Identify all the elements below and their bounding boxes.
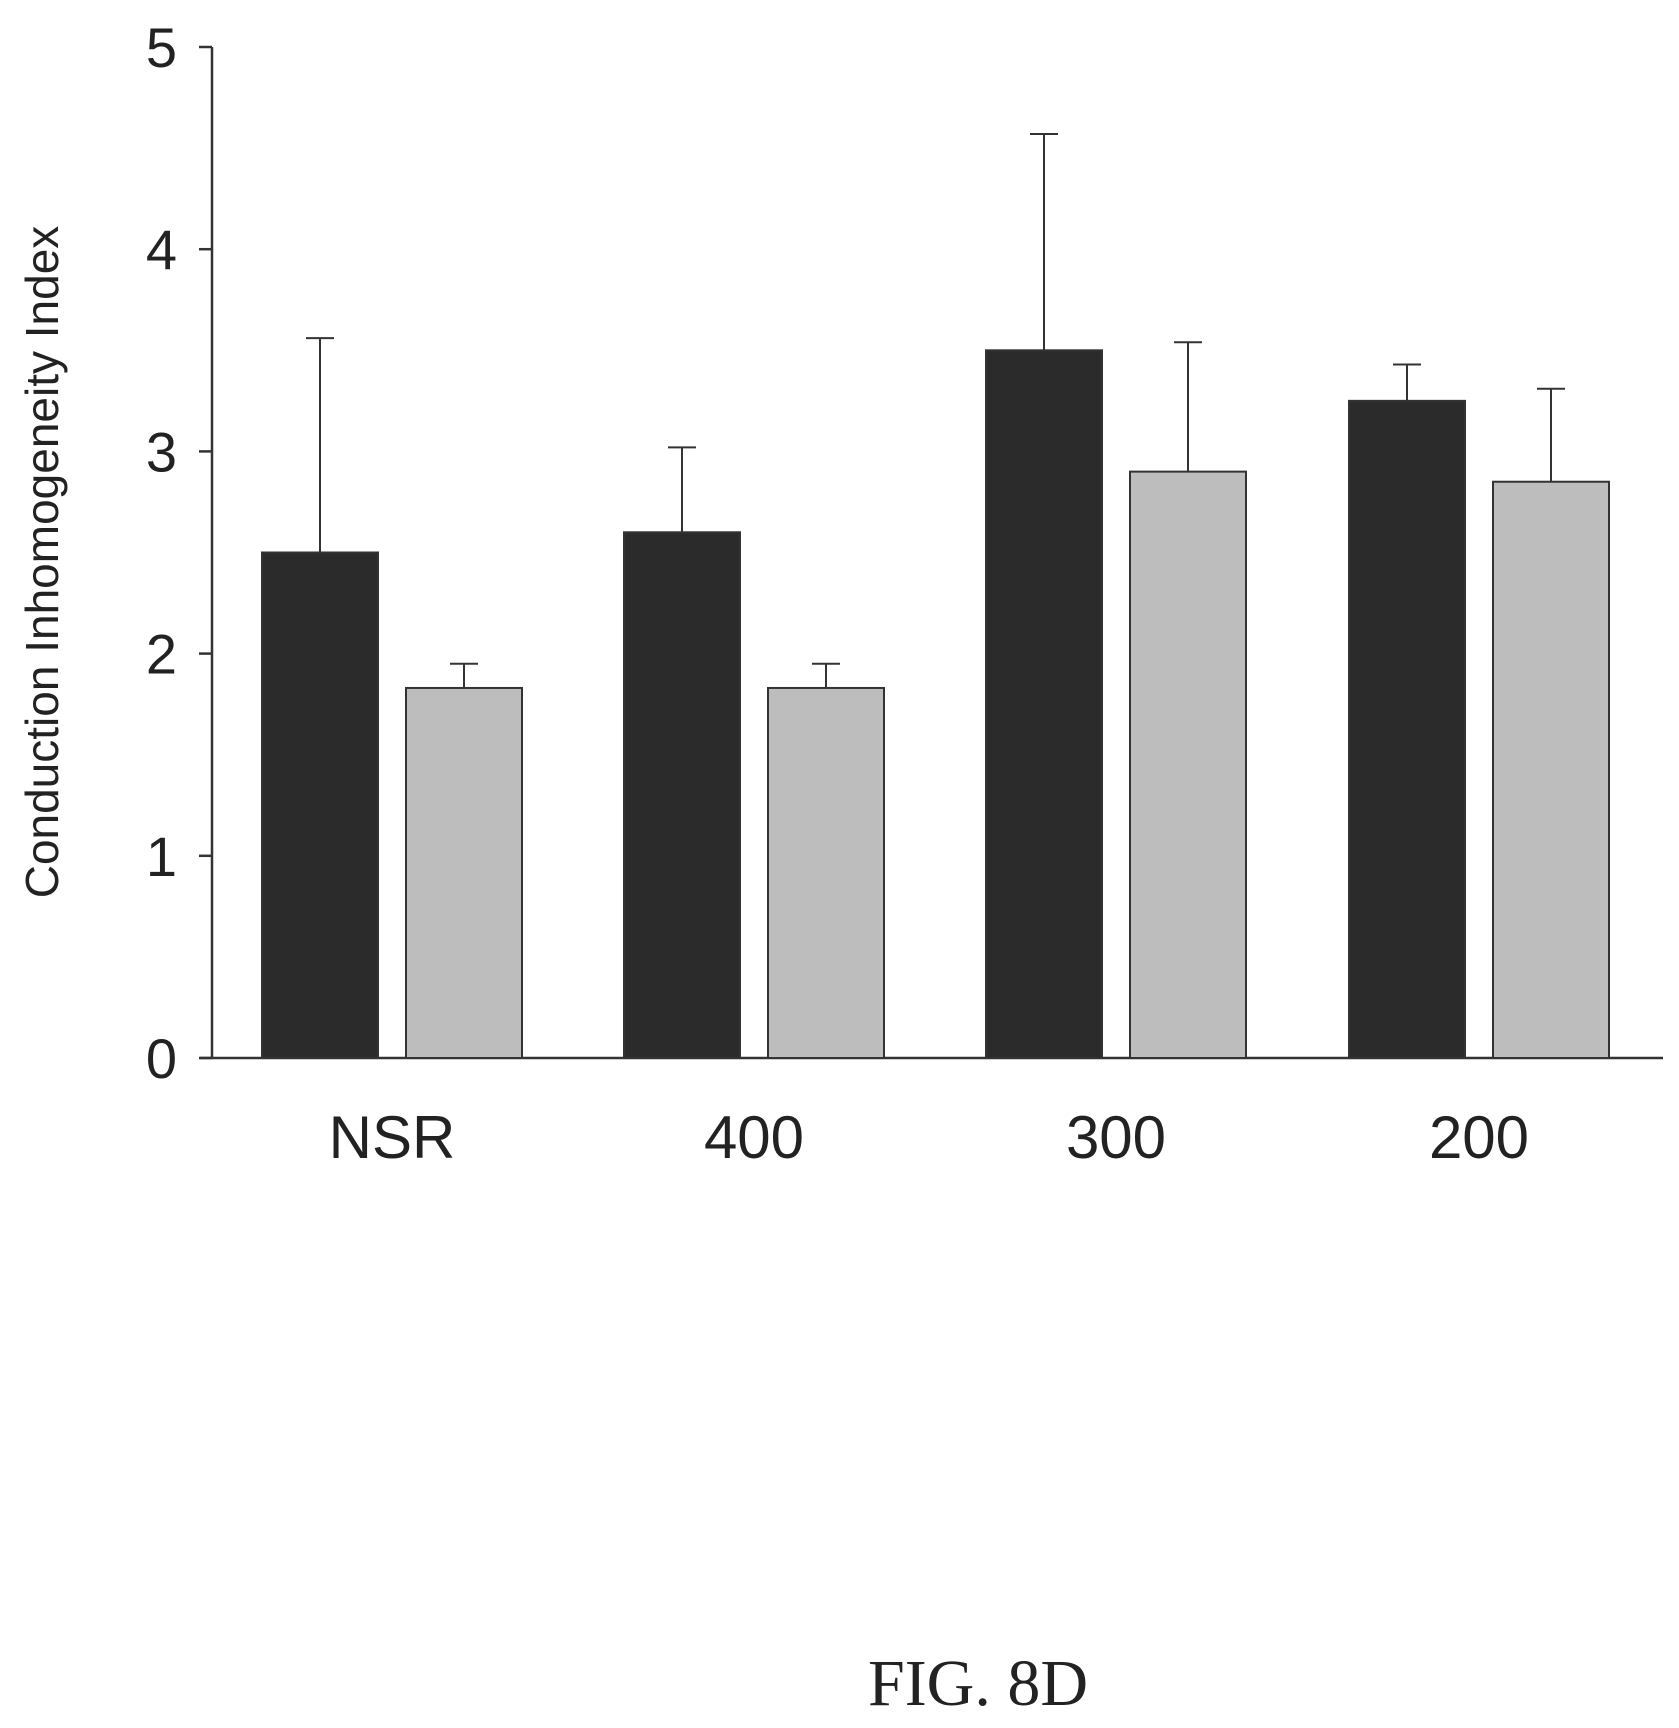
- bar-400-series-2: [767, 686, 885, 1059]
- y-axis-title: Conduction Inhomogeneity Index: [16, 226, 68, 899]
- y-tick-label: 1: [146, 825, 177, 888]
- bar-300-series-2: [1129, 470, 1247, 1059]
- series-1: [261, 132, 1466, 1060]
- figure-caption: FIG. 8D: [868, 1647, 1088, 1720]
- bar-400-series-1: [623, 531, 741, 1059]
- series-2: [405, 341, 1610, 1060]
- y-tick-label: 2: [146, 623, 177, 686]
- y-tick-label: 0: [146, 1027, 177, 1090]
- x-category-label: 200: [1429, 1104, 1529, 1171]
- x-axis-labels: NSR 400 300 200: [329, 1104, 1529, 1171]
- y-axis-ticks: 0 1 2 3 4 5: [146, 16, 212, 1090]
- y-tick-label: 5: [146, 16, 177, 79]
- bar-300-series-1: [985, 349, 1103, 1059]
- x-category-label: 400: [704, 1104, 804, 1171]
- x-category-label: NSR: [329, 1104, 456, 1171]
- y-tick-label: 4: [146, 218, 177, 281]
- bar-200-series-1: [1348, 399, 1466, 1060]
- x-category-label: 300: [1066, 1104, 1166, 1171]
- bar-200-series-2: [1492, 480, 1610, 1060]
- y-tick-label: 3: [146, 420, 177, 483]
- bar-nsr-series-1: [261, 551, 379, 1059]
- bar-nsr-series-2: [405, 686, 523, 1059]
- bar-series: [261, 132, 1610, 1060]
